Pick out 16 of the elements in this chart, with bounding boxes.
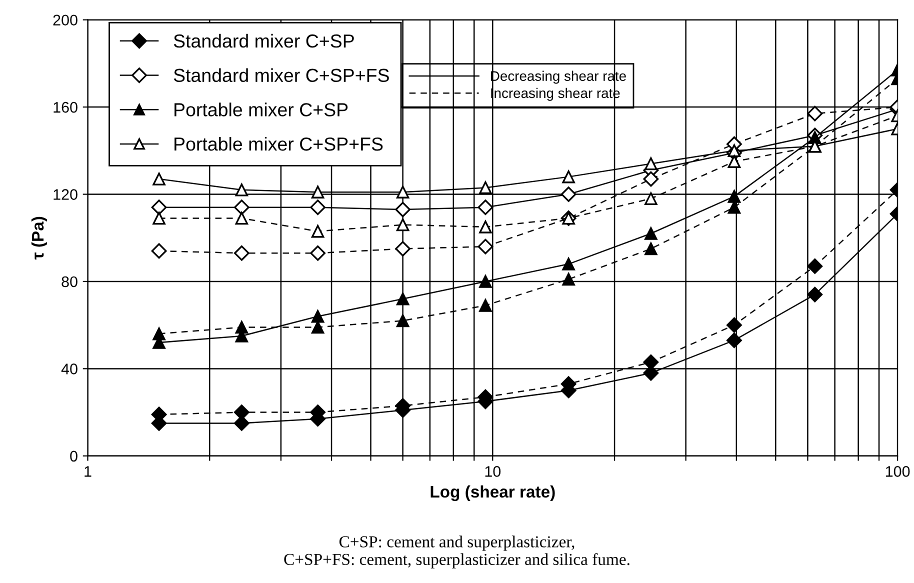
y-tick-label: 40	[61, 364, 78, 374]
y-tick-label: 80	[62, 276, 78, 288]
text: C+SP: cement and superplasticizer, C+SP+FS: cement, superplasticizer and silica fume.	[284, 536, 630, 568]
legend-label: Portable mixer C+SP+FS	[174, 136, 383, 151]
y-axis-title: τ (Pa)	[31, 216, 47, 260]
legend-label: Standard mixer C+SP	[174, 34, 354, 48]
x-axis-title: Log (shear rate)	[430, 485, 555, 502]
legend-label: Portable mixer C+SP	[174, 102, 348, 116]
y-tick-label: 160	[54, 102, 78, 113]
y-tick-label: 0	[70, 450, 78, 462]
x-tick-label: 100	[886, 466, 910, 477]
x-tick-label: 10	[485, 466, 501, 477]
legend-label: Standard mixer C+SP+FS	[174, 68, 389, 82]
x-tick-label: 1	[84, 466, 92, 477]
y-tick-label: 120	[54, 189, 78, 200]
y-tick-label: 200	[53, 14, 78, 26]
